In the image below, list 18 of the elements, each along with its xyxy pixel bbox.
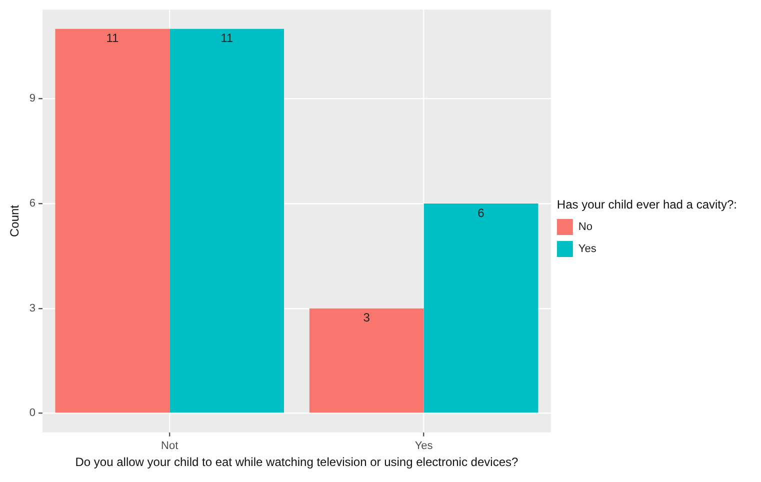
legend-label: Yes	[578, 243, 597, 256]
data-label: 6	[478, 206, 485, 220]
bar	[424, 204, 538, 413]
bar	[170, 28, 284, 413]
y-tick-label: 6	[29, 198, 36, 210]
data-label: 3	[363, 310, 370, 325]
x-tick-label: Not	[161, 440, 178, 452]
y-tick-label: 3	[29, 302, 36, 314]
y-tick-label: 0	[29, 407, 36, 420]
y-tick-label: 9	[29, 92, 36, 105]
y-axis-title: Count	[8, 204, 22, 238]
x-axis-title: Do you allow your child to eat while watching television or using electronic devices?	[75, 455, 518, 470]
legend-label: No	[578, 221, 592, 234]
data-label: 11	[106, 31, 119, 46]
bar	[55, 28, 170, 413]
data-label: 11	[220, 31, 234, 46]
bar	[309, 308, 424, 413]
legend-title: Has your child ever had a cavity?:	[556, 197, 738, 212]
